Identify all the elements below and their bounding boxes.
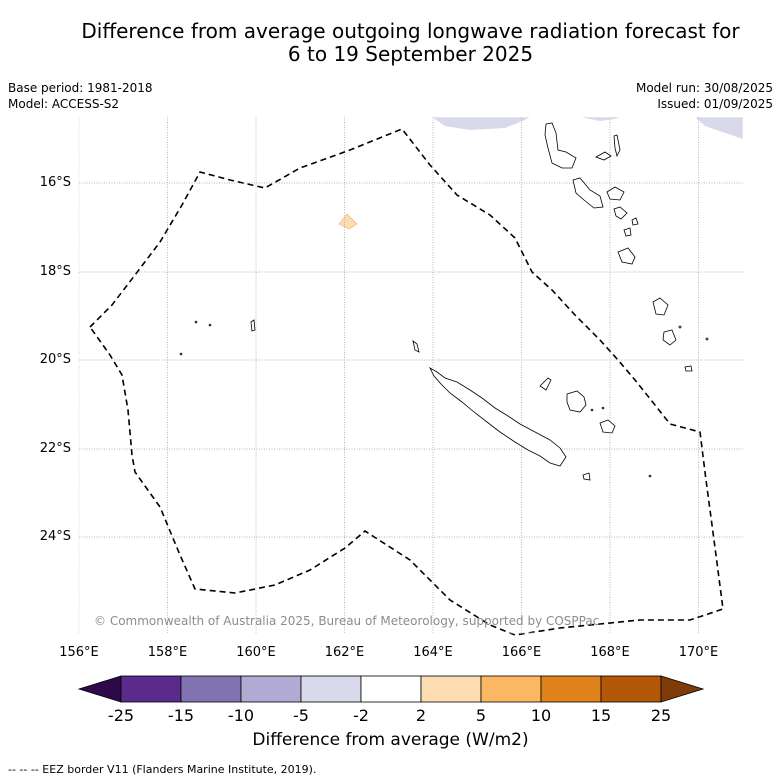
island-ouvea [539,377,552,391]
island-lifou [566,390,587,413]
island-espiritu-santo [544,122,577,169]
colorbar-bin-7 [480,675,542,703]
model-name: Model: ACCESS-S2 [8,97,120,111]
island-pentecost [606,186,625,201]
island-belep [412,340,420,353]
lon-label-166e: 166°E [501,645,542,660]
islet-7 [590,408,594,412]
eez-border [88,128,724,636]
base-period: Base period: 1981-2018 [8,81,153,95]
island-ambae [595,151,612,161]
colorbar-bin-4 [300,675,362,703]
lat-label-20s: 20°S [39,352,71,367]
lat-label-16s: 16°S [39,175,71,190]
meta-right: Model run: 30/08/2025 Issued: 01/09/2025 [636,80,773,112]
colorbar-bin-1 [120,675,182,703]
islet-4 [678,325,682,329]
lon-label-158e: 158°E [147,645,188,660]
colorbar-tick-2: -15 [167,706,195,725]
island-aneityum [662,329,677,346]
island-tanna [652,297,669,316]
negative-anomaly-area-north [432,117,530,130]
colorbar-bin-8 [540,675,602,703]
eez-footnote: -- -- -- EEZ border V11 (Flanders Marine… [8,763,317,776]
island-efate [623,227,632,237]
colorbar-tick-3: -10 [227,706,255,725]
colorbar-extend-low [77,675,122,703]
colorbar-tick-4: -5 [293,706,309,725]
colorbar-tick-7: 5 [475,706,487,725]
lon-label-162e: 162°E [324,645,365,660]
island-erromango [617,247,636,265]
model-run: Model run: 30/08/2025 [635,81,773,95]
lon-label-156e: 156°E [59,645,99,660]
island-small-east [684,365,693,372]
colorbar-tick-8: 10 [530,706,552,725]
colorbar-tick-10: 25 [650,706,672,725]
islet-3 [179,352,183,356]
colorbar-bin-3 [240,675,302,703]
island-new-caledonia [429,366,567,467]
negative-anomaly-area-north-small [580,117,620,121]
colorbar-bin-5 [360,675,422,703]
lon-label-168e: 168°E [590,645,630,660]
colorbar-bin-2 [180,675,242,703]
meta-left: Base period: 1981-2018 Model: ACCESS-S2 [8,80,153,112]
islet-1 [194,320,198,324]
island-malekula [572,177,604,209]
islet-2 [208,323,212,327]
islet-6 [648,474,652,478]
copyright-notice: © Commonwealth of Australia 2025, Bureau… [94,614,600,628]
lat-label-18s: 18°S [39,264,71,279]
lon-label-164e: 164°E [413,645,453,660]
colorbar [77,675,705,703]
colorbar-bin-6 [420,675,482,703]
colorbar-tick-9: 15 [590,706,612,725]
colorbar-label: Difference from average (W/m2) [252,730,529,750]
colorbar-extend-high [660,675,705,703]
lat-label-22s: 22°S [39,441,71,456]
island-shepherds [631,217,639,226]
islet-5 [705,337,709,341]
issued-date: Issued: 01/09/2025 [657,97,773,111]
gridlines [78,117,743,633]
map-title: Difference from average outgoing longwav… [0,20,781,66]
coastlines [179,122,709,481]
positive-anomaly-area [338,213,358,230]
title-line-2: 6 to 19 September 2025 [287,42,534,66]
map-frame [78,116,744,634]
island-chesterfield [250,319,256,332]
title-line-1: Difference from average outgoing longwav… [81,19,740,43]
colorbar-tick-6: 2 [415,706,427,725]
colorbar-tick-1: -25 [107,706,135,725]
colorbar-bin-9 [600,675,662,703]
lat-label-24s: 24°S [39,529,71,544]
island-mare [599,419,616,434]
lon-label-160e: 160°E [236,645,276,660]
island-isle-of-pines [582,472,591,481]
anomaly-shading [338,117,743,230]
island-epi [613,206,628,220]
islet-8 [601,406,605,410]
negative-anomaly-area-northeast [695,117,743,139]
lon-label-170e: 170°E [678,645,719,660]
colorbar-tick-5: -2 [353,706,369,725]
island-maewo [613,134,621,158]
